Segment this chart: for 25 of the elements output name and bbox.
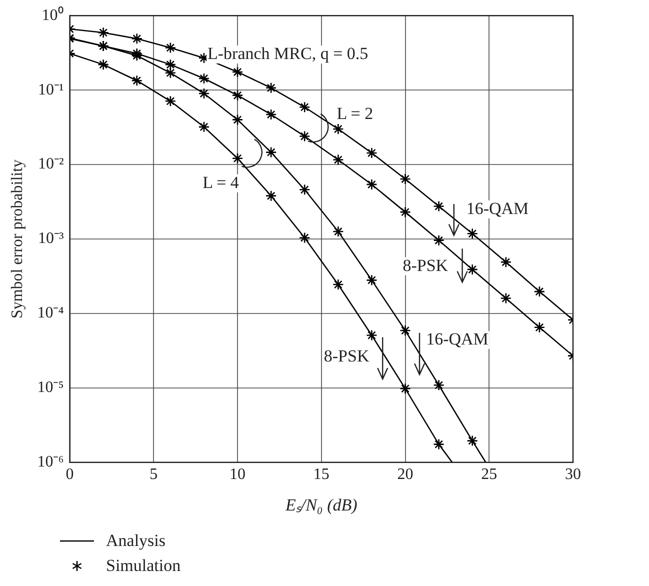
x-tick-label: 15 xyxy=(313,466,330,484)
annotation: 16-QAM xyxy=(426,329,488,348)
x-tick-label: 20 xyxy=(397,466,414,484)
x-axis-title: Eₛ/N₀ (dB) xyxy=(284,495,358,514)
y-tick-label: 10⁻⁵ xyxy=(37,379,64,396)
legend-label: Analysis xyxy=(106,530,166,550)
y-tick-label: 10⁻³ xyxy=(38,230,64,248)
y-axis-title: Symbol error probability xyxy=(8,159,26,319)
x-tick-label: 30 xyxy=(565,466,581,484)
x-tick-label: 10 xyxy=(230,466,246,484)
y-tick-label: 10⁻² xyxy=(38,156,64,173)
x-tick-label: 5 xyxy=(150,466,158,484)
y-tick-label: 10⁰ xyxy=(42,6,64,24)
annotation: 8-PSK xyxy=(402,256,449,275)
annotation: L-branch MRC, q = 0.5 xyxy=(207,44,368,64)
annotation: 16-QAM xyxy=(466,198,529,218)
legend-label: Simulation xyxy=(106,556,181,576)
x-tick-label: 0 xyxy=(66,466,74,484)
y-tick-label: 10⁻⁶ xyxy=(37,454,64,471)
annotation: 8-PSK xyxy=(324,346,370,366)
annotation: L = 4 xyxy=(202,172,240,192)
annotation: L = 2 xyxy=(336,104,374,123)
y-tick-label: 10⁻⁴ xyxy=(37,304,64,322)
y-tick-label: 10⁻¹ xyxy=(38,81,64,98)
x-tick-label: 25 xyxy=(481,466,498,484)
